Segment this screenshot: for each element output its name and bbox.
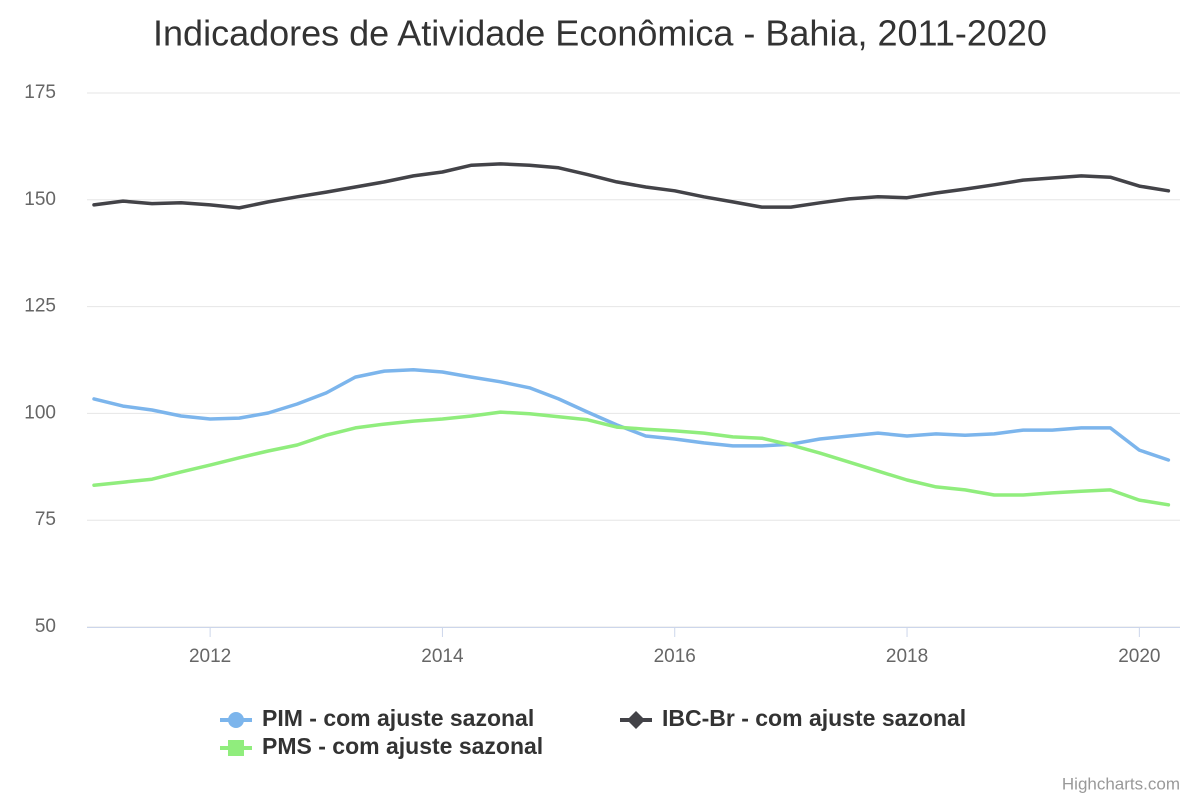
y-tick-label: 175 [24, 82, 56, 103]
legend-label[interactable]: IBC-Br - com ajuste sazonal [662, 705, 966, 731]
y-tick-label: 50 [35, 616, 56, 637]
series-line [92, 368, 1171, 462]
series-line [92, 410, 1171, 507]
x-tick-label: 2016 [654, 646, 696, 667]
credits[interactable]: Highcharts.com [1062, 774, 1180, 793]
legend-symbol [228, 712, 244, 728]
x-tick-label: 2018 [886, 646, 928, 667]
legend-label[interactable]: PIM - com ajuste sazonal [262, 705, 534, 731]
y-tick-label: 150 [24, 189, 56, 210]
x-tick-label: 2020 [1118, 646, 1160, 667]
legend-symbol [627, 711, 645, 729]
legend-label[interactable]: PMS - com ajuste sazonal [262, 733, 543, 759]
y-tick-label: 125 [24, 296, 56, 317]
series-line [92, 162, 1171, 210]
x-tick-label: 2012 [189, 646, 231, 667]
x-tick-label: 2014 [421, 646, 464, 667]
y-tick-label: 75 [35, 509, 56, 530]
legend-symbol [228, 740, 244, 756]
y-tick-label: 100 [24, 402, 56, 423]
chart-title: Indicadores de Atividade Econômica - Bah… [153, 13, 1047, 54]
